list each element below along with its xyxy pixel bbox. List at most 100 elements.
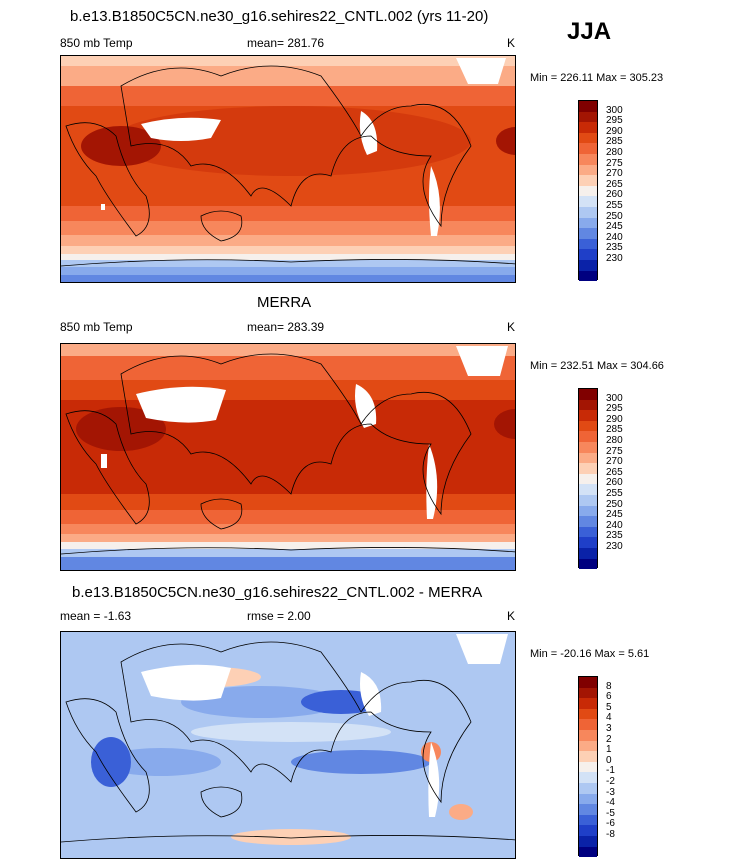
colorbar-cell bbox=[579, 259, 597, 271]
colorbar-cell bbox=[579, 164, 597, 176]
panel-1-minmax: Min = 226.11 Max = 305.23 bbox=[530, 72, 664, 84]
colorbar-cell bbox=[579, 463, 597, 474]
colorbar-cell bbox=[579, 249, 597, 260]
colorbar-tick-label: 255 bbox=[606, 200, 623, 211]
panel-2-map bbox=[60, 343, 516, 571]
colorbar-tick-label: 275 bbox=[606, 157, 623, 169]
colorbar-cell bbox=[579, 441, 597, 453]
colorbar-tick-label: -8 bbox=[606, 829, 615, 840]
colorbar-cell bbox=[579, 143, 597, 154]
colorbar-cell bbox=[579, 452, 597, 464]
colorbar-tick-label: -4 bbox=[606, 797, 615, 809]
colorbar-cell bbox=[579, 677, 597, 688]
colorbar-tick-label: 230 bbox=[606, 541, 623, 552]
colorbar-cell bbox=[579, 494, 597, 506]
colorbar-tick-label: 300 bbox=[606, 104, 623, 116]
colorbar-tick-label: 250 bbox=[606, 210, 623, 222]
colorbar-tick-label: 285 bbox=[606, 136, 623, 148]
panel-3-title: b.e13.B1850C5CN.ne30_g16.sehires22_CNTL.… bbox=[72, 584, 483, 601]
panel-3-minmax: Min = -20.16 Max = 5.61 bbox=[530, 648, 650, 660]
colorbar-tick-label: 270 bbox=[606, 168, 623, 180]
colorbar-cell bbox=[579, 389, 597, 400]
colorbar-cell bbox=[579, 537, 597, 548]
colorbar-cell bbox=[579, 526, 597, 538]
colorbar-cell bbox=[579, 505, 597, 517]
panel-1-field bbox=[61, 56, 515, 282]
panel-1-variable: 850 mb Temp bbox=[60, 36, 133, 50]
colorbar-cell bbox=[579, 740, 597, 752]
panel-3-mean: mean = -1.63 bbox=[60, 609, 132, 623]
colorbar-cell bbox=[579, 729, 597, 741]
colorbar-cell bbox=[579, 814, 597, 826]
panel-2-units: K bbox=[507, 320, 516, 334]
colorbar-cell bbox=[579, 761, 597, 773]
colorbar-cell bbox=[579, 270, 597, 282]
colorbar-tick-label: 255 bbox=[606, 488, 623, 499]
colorbar-cell bbox=[579, 185, 597, 197]
panel-2-colorbar: 300 295 290 285 280 275 270 265 260 255 250 245 240 2… bbox=[578, 388, 638, 570]
colorbar-tick-label: 6 bbox=[606, 691, 612, 703]
panel-2-mean: mean= 283.39 bbox=[247, 320, 325, 334]
colorbar-cell bbox=[579, 719, 597, 730]
colorbar-tick-label: 235 bbox=[606, 242, 623, 254]
colorbar-tick-label: 290 bbox=[606, 125, 623, 137]
colorbar-tick-label: 245 bbox=[606, 509, 623, 521]
colorbar-tick-label: 240 bbox=[606, 519, 623, 531]
panel-1-colorbar: 300 295 290 285 280 275 270 265 260 255 250 245 240 2… bbox=[578, 100, 638, 282]
panel-2-field bbox=[61, 344, 515, 570]
colorbar-tick-label: 250 bbox=[606, 498, 623, 510]
colorbar-cell bbox=[579, 420, 597, 432]
colorbar-cell bbox=[579, 111, 597, 123]
colorbar-tick-label: 3 bbox=[606, 723, 612, 734]
colorbar-tick-label: 270 bbox=[606, 456, 623, 468]
colorbar-tick-label: 300 bbox=[606, 392, 623, 404]
panel-1-units: K bbox=[507, 36, 516, 50]
colorbar-cell bbox=[579, 804, 597, 815]
colorbar-cell bbox=[579, 772, 597, 783]
panel-1-title: b.e13.B1850C5CN.ne30_g16.sehires22_CNTL.… bbox=[70, 8, 489, 25]
panel-3-rmse: rmse = 2.00 bbox=[247, 609, 311, 623]
colorbar-cell bbox=[579, 835, 597, 847]
colorbar-tick-label: -5 bbox=[606, 807, 615, 819]
colorbar-tick-label: 260 bbox=[606, 477, 623, 489]
colorbar-cell bbox=[579, 793, 597, 805]
colorbar-cell bbox=[579, 132, 597, 144]
colorbar-tick-label: 240 bbox=[606, 231, 623, 243]
colorbar-tick-label: 2 bbox=[606, 733, 612, 745]
colorbar-cell bbox=[579, 175, 597, 186]
colorbar-tick-label: 280 bbox=[606, 147, 623, 158]
colorbar-tick-label: 290 bbox=[606, 413, 623, 425]
colorbar-tick-label: 265 bbox=[606, 178, 623, 190]
colorbar-tick-label: -3 bbox=[606, 786, 615, 798]
colorbar-tick-label: 235 bbox=[606, 530, 623, 542]
colorbar-cell bbox=[579, 101, 597, 112]
panel-2-minmax: Min = 232.51 Max = 304.66 bbox=[530, 360, 664, 372]
colorbar-tick-label: 245 bbox=[606, 221, 623, 233]
panel-3-colorbar: 8 6 5 4 3 2 1 0 -1 -2 -3 -4 -5 -6 -8 bbox=[578, 676, 638, 858]
colorbar-tick-label: 295 bbox=[606, 403, 623, 415]
colorbar-cell bbox=[579, 547, 597, 559]
colorbar-cell bbox=[579, 687, 597, 699]
colorbar-cell bbox=[579, 399, 597, 411]
colorbar-cell bbox=[579, 708, 597, 720]
colorbar-tick-label: 285 bbox=[606, 424, 623, 436]
colorbar-cell bbox=[579, 153, 597, 165]
colorbar-cell bbox=[579, 782, 597, 794]
colorbar-cell bbox=[579, 484, 597, 495]
colorbar-tick-label: -1 bbox=[606, 765, 615, 777]
colorbar-cell bbox=[579, 846, 597, 858]
panel-1-mean: mean= 281.76 bbox=[247, 36, 325, 50]
colorbar-tick-label: 260 bbox=[606, 189, 623, 201]
panel-2-variable: 850 mb Temp bbox=[60, 320, 133, 334]
colorbar-cell bbox=[579, 196, 597, 207]
panel-3-units: K bbox=[507, 609, 516, 623]
colorbar-cell bbox=[579, 751, 597, 762]
colorbar-tick-label: 265 bbox=[606, 466, 623, 478]
colorbar-cell bbox=[579, 558, 597, 570]
panel-1-map bbox=[60, 55, 516, 283]
colorbar-cell bbox=[579, 698, 597, 709]
colorbar-tick-label: -6 bbox=[606, 818, 615, 830]
colorbar-cell bbox=[579, 217, 597, 229]
colorbar-tick-label: -2 bbox=[606, 776, 615, 787]
colorbar-tick-label: 0 bbox=[606, 754, 612, 766]
